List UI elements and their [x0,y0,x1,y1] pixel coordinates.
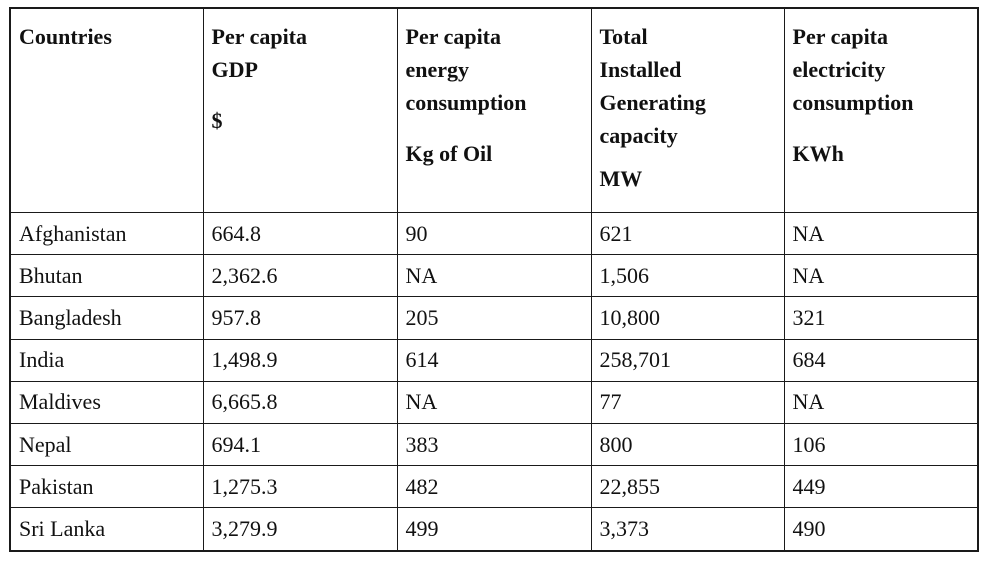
header-energy-unit: Kg of Oil [405,141,493,166]
cell-capacity: 800 [590,422,785,467]
header-gdp-line-1: Per capita [211,24,308,49]
table-row: Bangladesh 957.8 205 10,800 321 [9,296,979,340]
cell-electricity: NA [783,380,979,424]
data-table-container: Countries Per capita GDP $ Per capita en… [9,7,979,552]
cell-energy: NA [396,380,592,424]
cell-country: Maldives [9,380,204,424]
header-electricity-line-2: electricity [792,57,886,82]
header-countries-line-1: Countries [19,24,112,49]
table-row: Sri Lanka 3,279.9 499 3,373 490 [9,507,979,551]
table-row: Pakistan 1,275.3 482 22,855 449 [9,465,979,509]
header-energy-line-3: consumption [405,90,527,115]
cell-country: Bhutan [9,254,204,298]
cell-gdp: 6,665.8 [202,380,398,424]
cell-gdp: 2,362.6 [202,254,398,298]
header-capacity-unit: MW [599,166,643,191]
cell-energy: NA [396,254,592,298]
cell-gdp: 957.8 [202,296,398,340]
cell-electricity: NA [783,211,979,256]
table-row: Maldives 6,665.8 NA 77 NA [9,380,979,424]
header-capacity-line-1: Total [599,24,648,49]
cell-electricity: 449 [783,465,979,509]
header-gdp: Per capita GDP $ [202,7,398,213]
cell-capacity: 3,373 [590,507,785,551]
header-electricity-unit: KWh [792,141,844,166]
header-countries: Countries [9,7,204,213]
header-gdp-line-2: GDP [211,57,258,82]
cell-gdp: 664.8 [202,211,398,256]
cell-energy: 383 [396,422,592,467]
cell-gdp: 694.1 [202,422,398,467]
table-header: Countries Per capita GDP $ Per capita en… [9,7,979,213]
cell-gdp: 3,279.9 [202,507,398,551]
table-row: Bhutan 2,362.6 NA 1,506 NA [9,254,979,298]
cell-country: Nepal [9,422,204,467]
cell-country: India [9,338,204,382]
table-row: India 1,498.9 614 258,701 684 [9,338,979,382]
header-electricity-line-1: Per capita [792,24,889,49]
header-capacity-line-4: capacity [599,123,678,148]
cell-capacity: 77 [590,380,785,424]
header-energy: Per capita energy consumption Kg of Oil [396,7,592,213]
cell-country: Afghanistan [9,211,204,256]
cell-capacity: 258,701 [590,338,785,382]
cell-country: Pakistan [9,465,204,509]
header-energy-line-2: energy [405,57,470,82]
cell-energy: 205 [396,296,592,340]
cell-electricity: NA [783,254,979,298]
header-electricity: Per capita electricity consumption KWh [783,7,979,213]
cell-energy: 90 [396,211,592,256]
cell-capacity: 22,855 [590,465,785,509]
cell-gdp: 1,498.9 [202,338,398,382]
header-capacity-line-3: Generating [599,90,706,115]
cell-electricity: 321 [783,296,979,340]
cell-energy: 614 [396,338,592,382]
header-row: Countries Per capita GDP $ Per capita en… [9,7,979,213]
energy-statistics-table: Countries Per capita GDP $ Per capita en… [9,7,979,552]
cell-country: Bangladesh [9,296,204,340]
table-body: Afghanistan 664.8 90 621 NA Bhutan 2,362… [9,211,979,551]
cell-energy: 499 [396,507,592,551]
table-row: Nepal 694.1 383 800 106 [9,422,979,467]
cell-electricity: 684 [783,338,979,382]
header-gdp-unit: $ [211,108,223,133]
cell-country: Sri Lanka [9,507,204,551]
cell-energy: 482 [396,465,592,509]
header-capacity-line-2: Installed [599,57,682,82]
cell-gdp: 1,275.3 [202,465,398,509]
header-electricity-line-3: consumption [792,90,914,115]
header-energy-line-1: Per capita [405,24,502,49]
header-capacity: Total Installed Generating capacity MW [590,7,785,213]
table-row: Afghanistan 664.8 90 621 NA [9,211,979,256]
cell-capacity: 10,800 [590,296,785,340]
cell-electricity: 490 [783,507,979,551]
cell-capacity: 621 [590,211,785,256]
cell-capacity: 1,506 [590,254,785,298]
cell-electricity: 106 [783,422,979,467]
